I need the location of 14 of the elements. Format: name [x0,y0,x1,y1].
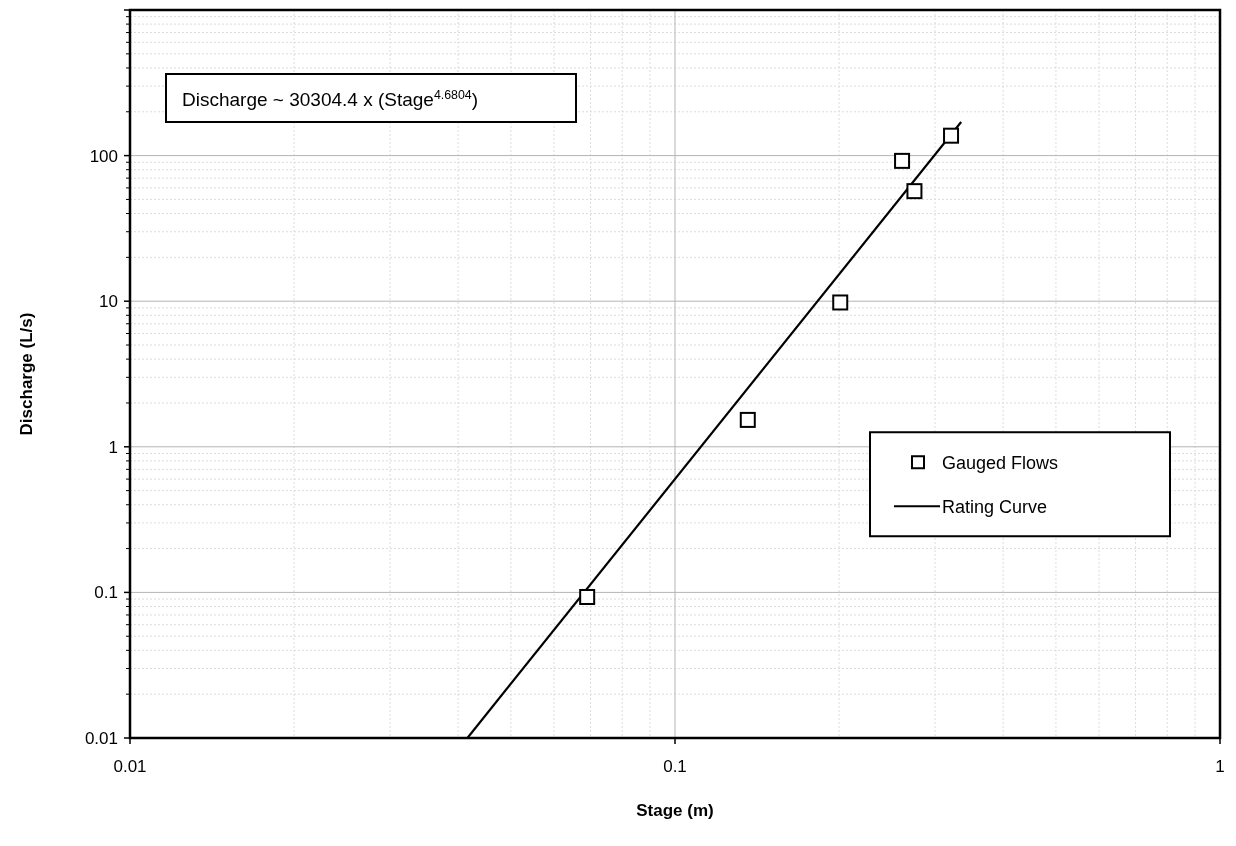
legend-label: Rating Curve [942,496,1048,517]
y-tick-label: 10 [99,292,118,312]
y-axis-title: Discharge (L/s) [17,312,36,436]
x-tick-label: 0.01 [113,757,147,776]
y-tick-label: 1 [108,437,118,457]
x-axis-title: Stage (m) [636,801,714,820]
x-tick-label: 0.1 [663,757,687,776]
y-tick-label: 0.1 [94,583,118,603]
note-box: Discharge ~ 30304.4 x (Stage$^{4.6804}$) [165,73,577,123]
x-tick-label: 1 [1215,757,1225,776]
annotation: Discharge ~ 30304.4 x (Stage$^{4.6804}$) [182,88,479,110]
y-tick-label: 0.01 [84,728,118,748]
y-tick-label: 100 [89,146,118,166]
legend-label: Gauged Flows [942,452,1059,473]
